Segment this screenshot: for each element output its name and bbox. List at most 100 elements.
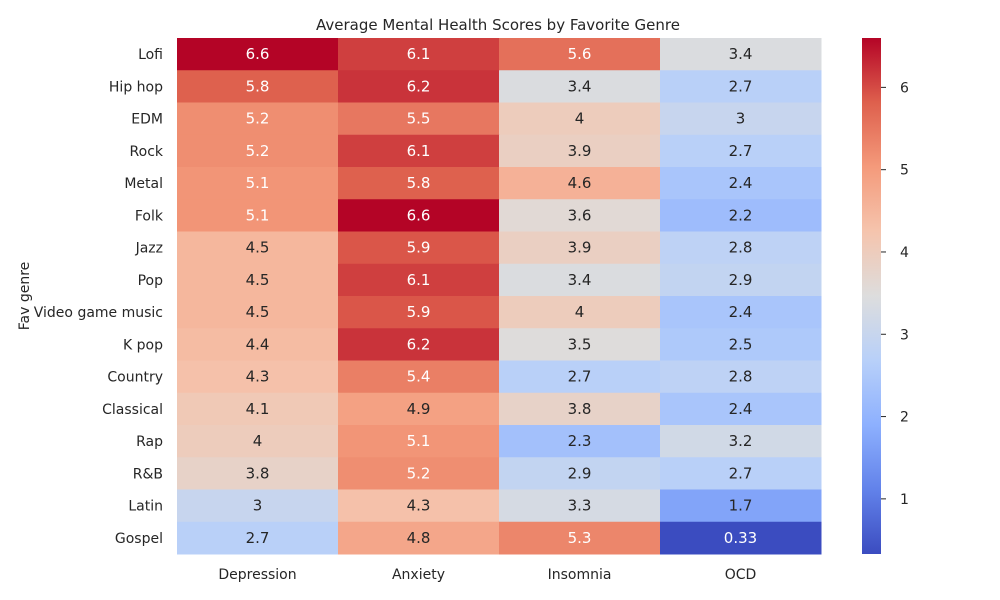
cell-value-label: 4.6 bbox=[568, 174, 592, 192]
cell-value-label: 4.5 bbox=[246, 239, 270, 257]
cell-value-label: 6.2 bbox=[407, 335, 431, 353]
cell-value-label: 2.7 bbox=[246, 529, 270, 547]
heatmap-cell bbox=[338, 199, 500, 232]
cell-value-label: 6.1 bbox=[407, 45, 431, 63]
heatmap-cell bbox=[338, 102, 500, 136]
heatmap-cell bbox=[499, 38, 661, 71]
cell-value-label: 5.9 bbox=[407, 303, 431, 321]
heatmap-cell bbox=[177, 425, 339, 458]
cell-value-label: 4 bbox=[253, 432, 263, 450]
cell-value-label: 4.8 bbox=[407, 529, 431, 547]
cell-value-label: 2.7 bbox=[729, 77, 753, 95]
cell-value-label: 2.7 bbox=[729, 464, 753, 482]
row-label-lofi: Lofi bbox=[138, 47, 163, 63]
cell-value-label: 3.4 bbox=[568, 77, 592, 95]
cell-value-label: 2.3 bbox=[568, 432, 592, 450]
cell-value-label: 3.9 bbox=[568, 142, 592, 160]
row-label-rock: Rock bbox=[130, 144, 164, 160]
row-label-rap: Rap bbox=[136, 434, 163, 450]
colorbar-tick-label: 2 bbox=[900, 410, 909, 426]
row-label-latin: Latin bbox=[128, 499, 163, 515]
heatmap-cell bbox=[660, 167, 822, 200]
heatmap-cell bbox=[660, 296, 822, 329]
cell-value-label: 4.1 bbox=[246, 400, 270, 418]
row-label-hip-hop: Hip hop bbox=[109, 79, 163, 95]
cell-value-label: 2.5 bbox=[729, 335, 753, 353]
heatmap-cell bbox=[177, 296, 339, 329]
cell-value-label: 4 bbox=[575, 303, 585, 321]
row-label-jazz: Jazz bbox=[135, 241, 163, 257]
cell-value-label: 6.1 bbox=[407, 142, 431, 160]
cell-value-label: 3.6 bbox=[568, 206, 592, 224]
cell-value-label: 4 bbox=[575, 110, 585, 128]
heatmap-cells bbox=[177, 38, 822, 555]
cell-value-label: 5.4 bbox=[407, 368, 431, 386]
chart-title: Average Mental Health Scores by Favorite… bbox=[316, 16, 680, 34]
colorbar-tick-label: 3 bbox=[900, 327, 909, 343]
column-label-insomnia: Insomnia bbox=[548, 567, 612, 583]
heatmap-cell-labels: 6.6 6.1 5.6 3.4 5.8 6.2 3.4 2.7 5.2 5.5 4 3 5.2 6.1 3.… bbox=[246, 45, 758, 547]
y-axis-label: Fav genre bbox=[17, 262, 33, 331]
heatmap-cell bbox=[499, 425, 661, 458]
heatmap-cell bbox=[660, 521, 822, 555]
heatmap-cell bbox=[499, 457, 661, 490]
cell-value-label: 5.2 bbox=[407, 464, 431, 482]
row-tick-labels: Lofi Hip hop EDM Rock Metal Folk Jazz Pop Video … bbox=[34, 47, 164, 547]
cell-value-label: 2.7 bbox=[568, 368, 592, 386]
cell-value-label: 6.1 bbox=[407, 271, 431, 289]
row-label-r-b: R&B bbox=[133, 466, 163, 482]
heatmap-cell bbox=[338, 263, 500, 297]
cell-value-label: 3 bbox=[736, 110, 746, 128]
heatmap-cell bbox=[338, 167, 500, 200]
heatmap-cell bbox=[660, 328, 822, 361]
heatmap-cell bbox=[177, 231, 339, 265]
cell-value-label: 2.4 bbox=[729, 400, 753, 418]
cell-value-label: 3.3 bbox=[568, 497, 592, 515]
cell-value-label: 2.4 bbox=[729, 303, 753, 321]
cell-value-label: 5.8 bbox=[407, 174, 431, 192]
cell-value-label: 3.8 bbox=[246, 464, 270, 482]
heatmap-cell bbox=[660, 425, 822, 458]
row-label-metal: Metal bbox=[124, 176, 163, 192]
heatmap-cell bbox=[338, 457, 500, 490]
cell-value-label: 2.2 bbox=[729, 206, 753, 224]
cell-value-label: 4.3 bbox=[407, 497, 431, 515]
heatmap-cell bbox=[177, 167, 339, 200]
heatmap-cell bbox=[660, 102, 822, 136]
heatmap-cell bbox=[499, 360, 661, 394]
heatmap-cell bbox=[499, 70, 661, 103]
heatmap-cell bbox=[499, 521, 661, 555]
cell-value-label: 5.1 bbox=[246, 174, 270, 192]
column-label-anxiety: Anxiety bbox=[392, 567, 445, 583]
cell-value-label: 5.6 bbox=[568, 45, 592, 63]
heatmap-cell bbox=[499, 263, 661, 297]
cell-value-label: 2.9 bbox=[568, 464, 592, 482]
heatmap-cell bbox=[338, 134, 500, 168]
row-label-edm: EDM bbox=[131, 112, 163, 128]
heatmap-cell bbox=[338, 392, 500, 426]
colorbar-tick-label: 4 bbox=[900, 245, 909, 261]
colorbar-tick-label: 6 bbox=[900, 80, 909, 96]
heatmap-cell bbox=[660, 199, 822, 232]
cell-value-label: 4.4 bbox=[246, 335, 270, 353]
cell-value-label: 4.5 bbox=[246, 303, 270, 321]
heatmap-cell bbox=[177, 457, 339, 490]
heatmap-cell bbox=[177, 263, 339, 297]
heatmap-cell bbox=[177, 392, 339, 426]
cell-value-label: 3.5 bbox=[568, 335, 592, 353]
heatmap-cell bbox=[660, 457, 822, 490]
heatmap-cell bbox=[660, 134, 822, 168]
heatmap-cell bbox=[499, 392, 661, 426]
cell-value-label: 5.3 bbox=[568, 529, 592, 547]
heatmap-cell bbox=[177, 38, 339, 71]
cell-value-label: 4.9 bbox=[407, 400, 431, 418]
heatmap-cell bbox=[177, 134, 339, 168]
cell-value-label: 5.8 bbox=[246, 77, 270, 95]
cell-value-label: 5.1 bbox=[407, 432, 431, 450]
colorbar-ticks: 1 2 3 4 5 6 bbox=[881, 80, 909, 508]
cell-value-label: 6.2 bbox=[407, 77, 431, 95]
cell-value-label: 2.9 bbox=[729, 271, 753, 289]
cell-value-label: 3.2 bbox=[729, 432, 753, 450]
heatmap-cell bbox=[338, 425, 500, 458]
